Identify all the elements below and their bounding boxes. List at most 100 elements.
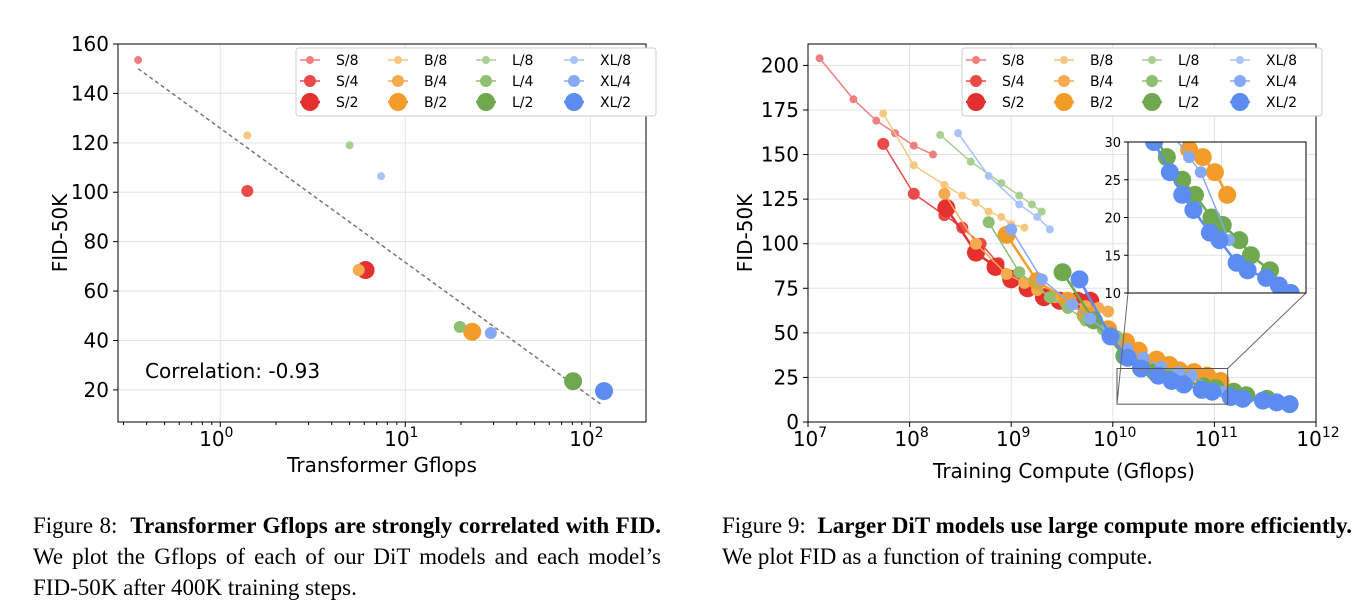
point-l-2 xyxy=(1241,246,1260,265)
point-s-8 xyxy=(909,141,918,150)
plot-frame xyxy=(807,43,1317,423)
y-tick-label: 25 xyxy=(774,365,799,389)
point-xl-2 xyxy=(1070,270,1089,289)
legend-label-xl-4: XL/4 xyxy=(600,74,631,90)
point-xl-4 xyxy=(1066,298,1079,311)
axes: 0 25 50 75 100 125 150 175 200 107 108 109 1010 1011 1… xyxy=(761,53,1340,451)
figure-8-text: We plot the Gflops of each of our DiT mo… xyxy=(33,544,661,600)
point-b-8 xyxy=(940,180,949,189)
inset-frame-top xyxy=(1127,141,1307,294)
inset-y-tick-label: 15 xyxy=(1104,249,1121,264)
y-tick-label: 20 xyxy=(84,378,109,402)
point-b-2 xyxy=(1205,163,1224,182)
point-s-2 xyxy=(986,257,1005,276)
figure-8-label: Figure 8: xyxy=(33,513,118,538)
point-s-4 xyxy=(877,137,890,150)
point-b-2 xyxy=(463,322,482,341)
point-b-4 xyxy=(1018,276,1031,289)
y-tick-label: 75 xyxy=(774,276,799,300)
legend-label-xl-8: XL/8 xyxy=(1266,53,1297,69)
point-b-8 xyxy=(1020,223,1029,232)
point-xl-4 xyxy=(1183,151,1196,164)
inset-y-tick-label: 10 xyxy=(1104,287,1121,302)
x-tick-label: 102 xyxy=(569,425,603,451)
point-b-8 xyxy=(958,191,967,200)
point-s-4 xyxy=(907,187,920,200)
zoom-connector-right xyxy=(1227,292,1307,369)
y-tick-label: 40 xyxy=(84,328,109,352)
legend-marker-l-4 xyxy=(480,75,492,87)
point-xl-2 xyxy=(1184,200,1203,219)
y-tick-label: 140 xyxy=(71,81,109,105)
legend-marker-b-8 xyxy=(394,56,402,64)
x-axis-title: Transformer Gflops xyxy=(286,453,477,477)
point-b-2 xyxy=(1193,148,1212,167)
point-s-8 xyxy=(815,54,824,63)
x-tick-label: 1011 xyxy=(1195,425,1238,451)
y-tick-label: 100 xyxy=(761,232,799,256)
legend-marker-xl-2 xyxy=(1231,93,1249,111)
point-b-8 xyxy=(243,131,252,140)
y-tick-label: 50 xyxy=(774,321,799,345)
point-xl-2 xyxy=(1280,395,1299,414)
point-l-8 xyxy=(1037,207,1046,216)
point-xl-2 xyxy=(1233,389,1252,408)
correlation-annotation: Correlation: -0.93 xyxy=(145,359,320,383)
point-xl-2 xyxy=(1238,261,1257,280)
point-b-2 xyxy=(1171,118,1189,136)
legend-label-b-8: B/8 xyxy=(1090,53,1113,69)
figure-9-caption: Figure 9: Larger DiT models use large co… xyxy=(722,510,1352,572)
point-xl-2 xyxy=(1210,231,1229,250)
point-xl-4 xyxy=(484,327,497,340)
point-xl-2 xyxy=(1281,284,1300,293)
fid-vs-gflops-chart: 20 40 60 80 100 120 140 160 100 101 102 Transformer… xyxy=(48,32,657,477)
figure-8-caption: Figure 8: Transformer Gflops are strongl… xyxy=(33,510,661,603)
legend-marker-s-8 xyxy=(972,56,980,64)
legend-marker-s-8 xyxy=(306,56,314,64)
figure-9-text: We plot FID as a function of training co… xyxy=(722,544,1153,569)
point-b-4 xyxy=(938,187,951,200)
legend-label-xl-8: XL/8 xyxy=(600,53,631,69)
x-tick-label: 107 xyxy=(793,425,827,451)
legend-marker-s-2 xyxy=(967,93,985,111)
correlation-fit-line xyxy=(137,68,602,406)
y-tick-label: 160 xyxy=(71,32,109,56)
point-l-2 xyxy=(1149,142,1159,144)
point-l-2 xyxy=(1157,148,1176,167)
point-b-8 xyxy=(909,161,918,170)
fid-vs-compute-chart: 0 25 50 75 100 125 150 175 200 107 108 109 1010 1011 1… xyxy=(733,43,1340,483)
legend-marker-xl-2 xyxy=(565,93,583,111)
point-l-4 xyxy=(1013,266,1026,279)
point-l-8 xyxy=(1015,191,1024,200)
legend-marker-b-2 xyxy=(389,93,407,111)
legend-marker-l-4 xyxy=(1146,75,1158,87)
point-xl-8 xyxy=(1015,200,1024,209)
inset-y-tick-label: 30 xyxy=(1104,136,1121,151)
legend-label-l-4: L/4 xyxy=(512,74,534,90)
point-s-8 xyxy=(134,56,143,65)
point-xl-2 xyxy=(1101,327,1120,346)
legend-label-l-2: L/2 xyxy=(1178,95,1199,111)
x-axis-title: Training Compute (Gflops) xyxy=(932,459,1195,483)
inset-zoom: 10 15 20 25 30 xyxy=(1104,118,1307,302)
y-tick-label: 0 xyxy=(786,410,799,434)
legend-marker-xl-8 xyxy=(570,56,578,64)
y-tick-label: 125 xyxy=(761,187,799,211)
y-tick-label: 150 xyxy=(761,143,799,167)
point-s-4 xyxy=(956,221,969,234)
legend-label-l-4: L/4 xyxy=(1178,74,1200,90)
point-l-2 xyxy=(1185,185,1204,204)
point-xl-4 xyxy=(1084,312,1097,325)
legend-marker-b-2 xyxy=(1055,93,1073,111)
point-l-2 xyxy=(1053,263,1072,282)
legend-marker-b-4 xyxy=(1058,75,1070,87)
legend-marker-xl-8 xyxy=(1236,56,1244,64)
point-l-8 xyxy=(1027,200,1036,209)
point-xl-4 xyxy=(1194,166,1207,179)
point-xl-2 xyxy=(1203,382,1222,401)
legend-label-s-4: S/4 xyxy=(336,74,359,90)
point-l-4 xyxy=(982,216,995,229)
y-tick-label: 200 xyxy=(761,53,799,77)
x-tick-label: 100 xyxy=(199,425,233,451)
legend-label-b-2: B/2 xyxy=(424,95,447,111)
